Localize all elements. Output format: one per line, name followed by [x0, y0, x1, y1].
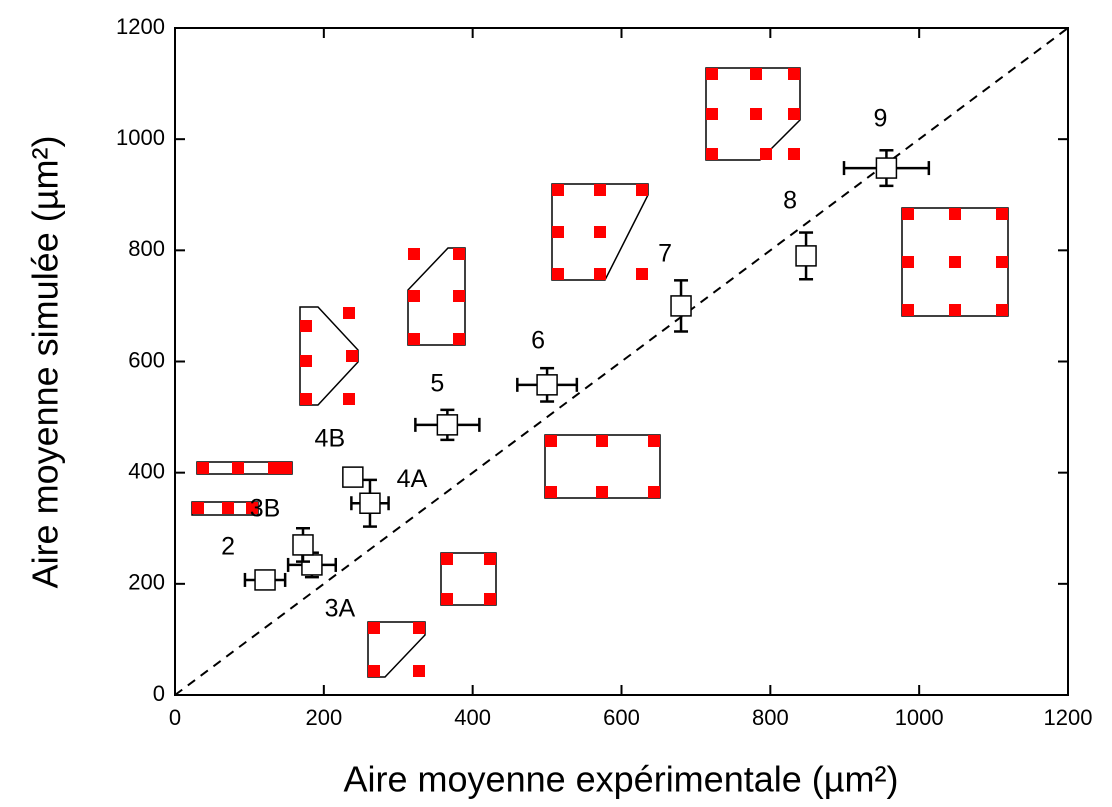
inset-dot [453, 290, 465, 302]
inset-dot [545, 435, 557, 447]
y-axis-title: Aire moyenne simulée (µm²) [25, 136, 66, 589]
inset-dot [484, 593, 496, 605]
point-label: 8 [783, 187, 797, 215]
y-tick-label: 800 [128, 236, 165, 261]
inset-dot [949, 304, 961, 316]
point [301, 554, 323, 576]
point-label: 2 [221, 533, 235, 561]
inset-dot [413, 665, 425, 677]
inset-dot [594, 268, 606, 280]
point-label: 9 [873, 105, 887, 133]
y-tick-label: 1200 [116, 14, 165, 39]
x-tick-label: 600 [603, 705, 640, 730]
inset-dot [996, 256, 1008, 268]
point-label: 4B [315, 425, 346, 453]
inset-dot [996, 208, 1008, 220]
inset-dot [346, 350, 358, 362]
inset-dot [706, 108, 718, 120]
inset-dot [343, 393, 355, 405]
inset-dot [197, 462, 209, 474]
inset-dot [788, 68, 800, 80]
inset-dot [268, 462, 280, 474]
inset-dot [441, 593, 453, 605]
x-tick-label: 1000 [895, 705, 944, 730]
y-tick-label: 600 [128, 347, 165, 372]
point [536, 374, 558, 396]
point-label: 4A [397, 465, 428, 493]
inset-dot [706, 68, 718, 80]
point [436, 414, 459, 436]
inset-dot [949, 256, 961, 268]
inset-dot [648, 486, 660, 498]
inset-dot [453, 248, 465, 260]
point-label: 6 [531, 326, 545, 354]
inset-dot [222, 502, 234, 514]
point [254, 569, 276, 591]
inset-dot [246, 502, 258, 514]
inset-dot [750, 68, 762, 80]
point [875, 157, 898, 179]
point [795, 245, 817, 267]
y-tick-label: 400 [128, 458, 165, 483]
inset-dot [280, 462, 292, 474]
inset-dot [453, 333, 465, 345]
inset-dot [232, 462, 244, 474]
inset-dot [300, 355, 312, 367]
point-label: 3A [325, 595, 356, 623]
inset-dot [902, 256, 914, 268]
inset-dot [552, 184, 564, 196]
inset-dot [441, 553, 453, 565]
inset-dot [552, 268, 564, 280]
point [342, 466, 364, 488]
inset-dot [408, 248, 420, 260]
y-tick-label: 0 [153, 681, 165, 706]
inset-dot [636, 184, 648, 196]
inset-dot [760, 148, 772, 160]
inset-dot [949, 208, 961, 220]
inset-dot [902, 304, 914, 316]
inset-dot [902, 208, 914, 220]
inset-dot [552, 226, 564, 238]
inset-dot [368, 622, 380, 634]
reference-line [174, 27, 1069, 696]
inset-dot [413, 622, 425, 634]
inset-dot [636, 268, 648, 280]
inset-dot [484, 553, 496, 565]
x-axis-title: Aire moyenne expérimentale (µm²) [344, 759, 899, 800]
inset-dot [300, 320, 312, 332]
inset-dot [788, 148, 800, 160]
inset-dot [594, 184, 606, 196]
point [359, 492, 381, 514]
x-tick-label: 800 [752, 705, 789, 730]
inset-dot [368, 665, 380, 677]
point [292, 534, 314, 556]
inset-dot [300, 393, 312, 405]
x-tick-label: 200 [305, 705, 342, 730]
inset-dot [996, 304, 1008, 316]
inset-dot [788, 108, 800, 120]
inset-dot [750, 108, 762, 120]
inset-dot [343, 307, 355, 319]
x-tick-label: 0 [169, 705, 181, 730]
x-tick-label: 1200 [1044, 705, 1093, 730]
x-tick-label: 400 [454, 705, 491, 730]
inset-dot [192, 502, 204, 514]
inset-dot [545, 486, 557, 498]
inset-dot [408, 290, 420, 302]
inset-dot [408, 333, 420, 345]
point [670, 295, 692, 317]
y-tick-label: 1000 [116, 125, 165, 150]
inset-dot [596, 486, 608, 498]
inset-dot [594, 226, 606, 238]
inset-dot [706, 148, 718, 160]
inset-dot [596, 435, 608, 447]
insets [191, 67, 1009, 678]
point-label: 7 [658, 240, 672, 268]
inset-dot [648, 435, 660, 447]
y-tick-label: 200 [128, 570, 165, 595]
point-label: 5 [430, 369, 444, 397]
point-label: 3B [250, 495, 281, 523]
